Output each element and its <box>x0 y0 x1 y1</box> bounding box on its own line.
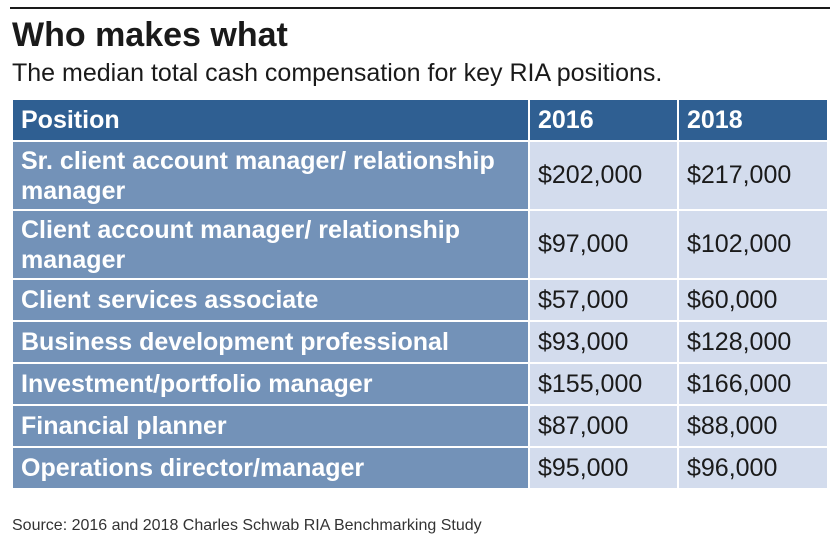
source-note: Source: 2016 and 2018 Charles Schwab RIA… <box>12 517 482 534</box>
position-cell: Sr. client account manager/ relationship… <box>13 142 528 209</box>
value-2016-cell: $155,000 <box>530 364 677 404</box>
value-2018-cell: $88,000 <box>679 406 827 446</box>
value-2018-cell: $60,000 <box>679 280 827 320</box>
table-row: Business development professional $93,00… <box>13 322 827 362</box>
value-2016-cell: $87,000 <box>530 406 677 446</box>
table-row: Financial planner $87,000 $88,000 <box>13 406 827 446</box>
value-2018-cell: $217,000 <box>679 142 827 209</box>
column-header-position: Position <box>13 100 528 140</box>
table-header-row: Position 2016 2018 <box>13 100 827 140</box>
table-row: Operations director/manager $95,000 $96,… <box>13 448 827 488</box>
position-cell: Client services associate <box>13 280 528 320</box>
value-2016-cell: $93,000 <box>530 322 677 362</box>
value-2018-cell: $102,000 <box>679 211 827 278</box>
position-cell: Investment/portfolio manager <box>13 364 528 404</box>
position-cell: Operations director/manager <box>13 448 528 488</box>
value-2016-cell: $202,000 <box>530 142 677 209</box>
position-cell: Client account manager/ relationship man… <box>13 211 528 278</box>
position-cell: Business development professional <box>13 322 528 362</box>
value-2018-cell: $96,000 <box>679 448 827 488</box>
compensation-table-container: Position 2016 2018 Sr. client account ma… <box>11 98 827 490</box>
top-rule <box>10 7 830 9</box>
column-header-2016: 2016 <box>530 100 677 140</box>
value-2018-cell: $166,000 <box>679 364 827 404</box>
column-header-2018: 2018 <box>679 100 827 140</box>
chart-subtitle: The median total cash compensation for k… <box>12 59 663 87</box>
value-2016-cell: $95,000 <box>530 448 677 488</box>
table-row: Client services associate $57,000 $60,00… <box>13 280 827 320</box>
value-2018-cell: $128,000 <box>679 322 827 362</box>
chart-title: Who makes what <box>12 16 288 54</box>
value-2016-cell: $57,000 <box>530 280 677 320</box>
table-row: Client account manager/ relationship man… <box>13 211 827 278</box>
table-row: Investment/portfolio manager $155,000 $1… <box>13 364 827 404</box>
compensation-table: Position 2016 2018 Sr. client account ma… <box>11 98 829 490</box>
value-2016-cell: $97,000 <box>530 211 677 278</box>
position-cell: Financial planner <box>13 406 528 446</box>
table-row: Sr. client account manager/ relationship… <box>13 142 827 209</box>
